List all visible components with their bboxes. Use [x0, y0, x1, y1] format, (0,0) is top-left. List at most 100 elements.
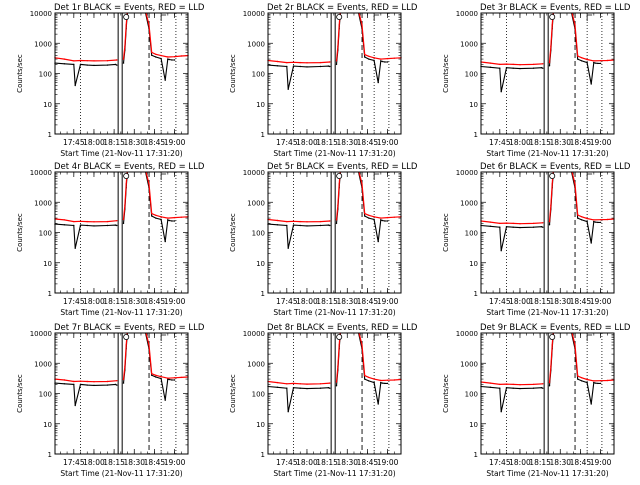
y-tick-label: 10 — [43, 101, 52, 109]
x-tick-label: 19:00 — [164, 458, 186, 467]
y-tick-label: 1000 — [247, 360, 265, 368]
events-point — [73, 383, 75, 386]
chart-title: Det 7r BLACK = Events, RED = LLD — [54, 323, 205, 333]
lld-point — [306, 221, 308, 223]
y-axis-label: Counts/sec — [16, 54, 24, 93]
plot-frame — [267, 332, 402, 455]
lld-point — [519, 63, 521, 66]
y-tick-label: 100 — [39, 391, 52, 399]
lld-point — [306, 383, 308, 385]
lld-point — [116, 380, 118, 382]
y-tick-label: 10000 — [30, 169, 52, 177]
lld-point — [551, 183, 553, 185]
events-point — [499, 387, 501, 389]
x-tick-label: 18:00 — [296, 138, 318, 147]
x-tick-label: 18:15 — [316, 458, 338, 467]
x-tick-label: 18:45 — [570, 297, 592, 306]
events-point — [299, 65, 301, 68]
events-point — [548, 385, 551, 387]
chart-title: Det 9r BLACK = Events, RED = LLD — [480, 323, 631, 333]
events-point — [155, 376, 157, 378]
y-tick-label: 10 — [256, 260, 265, 268]
events-point — [168, 219, 170, 222]
y-axis-label: Counts/sec — [442, 374, 450, 413]
events-point — [122, 62, 125, 64]
lld-point — [577, 375, 579, 377]
series-line-lld — [268, 172, 401, 223]
x-tick-label: 18:30 — [549, 138, 571, 147]
lld-point — [63, 58, 66, 60]
lld-point — [86, 60, 88, 62]
x-tick-label: 19:00 — [590, 297, 612, 306]
events-point — [599, 382, 602, 385]
y-tick-label: 10 — [43, 260, 52, 268]
marker-bracket — [373, 173, 380, 180]
x-tick-label: 18:00 — [509, 138, 531, 147]
events-point — [368, 380, 370, 382]
events-point — [327, 65, 330, 67]
events-point — [155, 56, 157, 58]
events-point — [287, 247, 289, 249]
events-point — [593, 381, 595, 384]
lld-point — [151, 51, 153, 54]
chart-title: Det 2r BLACK = Events, RED = LLD — [267, 3, 418, 13]
events-point — [597, 382, 599, 385]
lld-point — [180, 216, 182, 218]
chart-title: Det 4r BLACK = Events, RED = LLD — [54, 162, 205, 172]
lld-point — [125, 344, 127, 346]
lld-point — [499, 63, 501, 66]
events-point — [384, 220, 386, 222]
y-tick-label: 1 — [261, 451, 265, 459]
lld-point — [386, 379, 389, 381]
events-point — [364, 56, 366, 58]
chart-panel-8: Det 8r BLACK = Events, RED = LLD Counts/s… — [229, 323, 418, 478]
lld-point — [364, 212, 366, 215]
events-point — [292, 387, 295, 389]
lld-point — [63, 219, 66, 221]
lld-point — [548, 381, 551, 384]
lld-point — [512, 383, 514, 386]
events-point — [386, 220, 389, 222]
events-point — [505, 226, 508, 228]
lld-point — [364, 53, 366, 56]
events-point — [386, 61, 389, 63]
x-tick-label: 18:45 — [144, 138, 166, 147]
lld-point — [276, 219, 279, 222]
lld-point — [319, 61, 322, 64]
y-tick-label: 100 — [465, 230, 478, 238]
events-point — [160, 218, 162, 221]
lld-point — [299, 61, 301, 64]
lld-point — [542, 222, 544, 224]
events-point — [381, 219, 383, 222]
events-point — [581, 380, 583, 382]
lld-point — [73, 60, 75, 62]
events-point — [380, 219, 382, 221]
plot-frame — [480, 332, 615, 455]
chart-title: Det 8r BLACK = Events, RED = LLD — [267, 323, 418, 333]
plot-frame — [480, 171, 615, 294]
events-point — [116, 64, 118, 66]
events-point — [373, 381, 375, 384]
events-point — [377, 240, 379, 243]
events-point — [114, 63, 117, 66]
y-tick-label: 1000 — [247, 40, 265, 48]
lld-point — [586, 378, 588, 381]
lld-point — [286, 383, 288, 385]
x-axis-label: Start Time (21-Nov-11 17:31:20) — [486, 149, 608, 158]
events-point — [512, 67, 514, 69]
events-point — [581, 60, 583, 62]
marker-circle — [336, 172, 343, 179]
y-tick-label: 1000 — [34, 360, 52, 368]
events-point — [106, 64, 109, 66]
y-tick-label: 1000 — [34, 199, 52, 207]
events-point — [292, 224, 295, 226]
y-tick-label: 1 — [474, 290, 478, 298]
x-tick-label: 17:45 — [276, 297, 298, 306]
x-tick-label: 18:45 — [144, 297, 166, 306]
lld-point — [505, 383, 508, 385]
x-tick-label: 18:15 — [529, 138, 551, 147]
y-tick-label: 1000 — [34, 40, 52, 48]
lld-point — [122, 58, 125, 60]
lld-point — [337, 45, 339, 47]
